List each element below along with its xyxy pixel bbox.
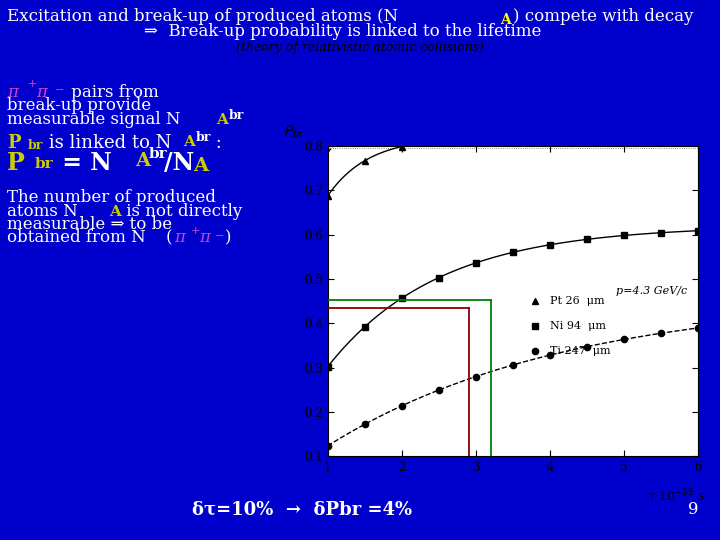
Text: A: A <box>184 135 195 149</box>
Text: π: π <box>36 84 47 100</box>
Text: Pt 26  μm: Pt 26 μm <box>550 296 605 306</box>
Text: (: ( <box>166 230 172 246</box>
Text: br: br <box>35 157 53 171</box>
Text: P: P <box>7 151 25 175</box>
Text: δτ=10%  →  δPbr =4%: δτ=10% → δPbr =4% <box>192 501 413 518</box>
Text: pairs from: pairs from <box>66 84 159 100</box>
Text: A: A <box>500 14 511 28</box>
Text: A: A <box>135 152 150 170</box>
Text: Ti 247  μm: Ti 247 μm <box>550 346 611 356</box>
Text: $\tau\ 10^{-15}\ s$: $\tau\ 10^{-15}\ s$ <box>647 487 706 504</box>
Text: :: : <box>210 134 222 152</box>
Text: is not directly: is not directly <box>121 202 242 219</box>
Text: is linked to N: is linked to N <box>43 134 171 152</box>
Text: −: − <box>215 231 224 241</box>
Text: π: π <box>174 230 185 246</box>
Text: +: + <box>191 226 200 236</box>
Text: A: A <box>193 157 208 175</box>
Text: A: A <box>216 113 228 127</box>
Text: Ni 94  μm: Ni 94 μm <box>550 321 606 331</box>
Text: p=4.3 GeV/c: p=4.3 GeV/c <box>616 286 688 295</box>
Text: atoms N: atoms N <box>7 202 78 219</box>
Text: measurable signal N: measurable signal N <box>7 111 181 127</box>
Text: −: − <box>55 85 64 96</box>
Text: measurable ⇒ to be: measurable ⇒ to be <box>7 216 172 233</box>
Text: (theory of relativistic atomic collisions): (theory of relativistic atomic collision… <box>236 40 484 53</box>
Text: br: br <box>229 109 244 122</box>
Text: br: br <box>149 147 168 161</box>
Text: P: P <box>7 134 21 152</box>
Text: Excitation and break-up of produced atoms (N: Excitation and break-up of produced atom… <box>7 8 398 25</box>
Text: break-up provide: break-up provide <box>7 97 151 114</box>
Text: 9: 9 <box>688 502 698 518</box>
Text: ⇒  Break-up probability is linked to the lifetime: ⇒ Break-up probability is linked to the … <box>144 23 541 40</box>
Text: br: br <box>27 139 42 152</box>
Text: A: A <box>109 205 121 219</box>
Text: +: + <box>27 79 37 90</box>
Text: obtained from N: obtained from N <box>7 230 146 246</box>
Text: The number of produced: The number of produced <box>7 189 216 206</box>
Text: π: π <box>199 230 210 246</box>
Text: ) compete with decay: ) compete with decay <box>513 8 694 25</box>
Text: $P_{br}$: $P_{br}$ <box>284 123 305 140</box>
Text: = N: = N <box>54 151 112 175</box>
Text: ): ) <box>225 230 232 246</box>
Text: br: br <box>196 131 211 144</box>
Text: π: π <box>7 84 18 100</box>
Text: /N: /N <box>164 151 194 175</box>
